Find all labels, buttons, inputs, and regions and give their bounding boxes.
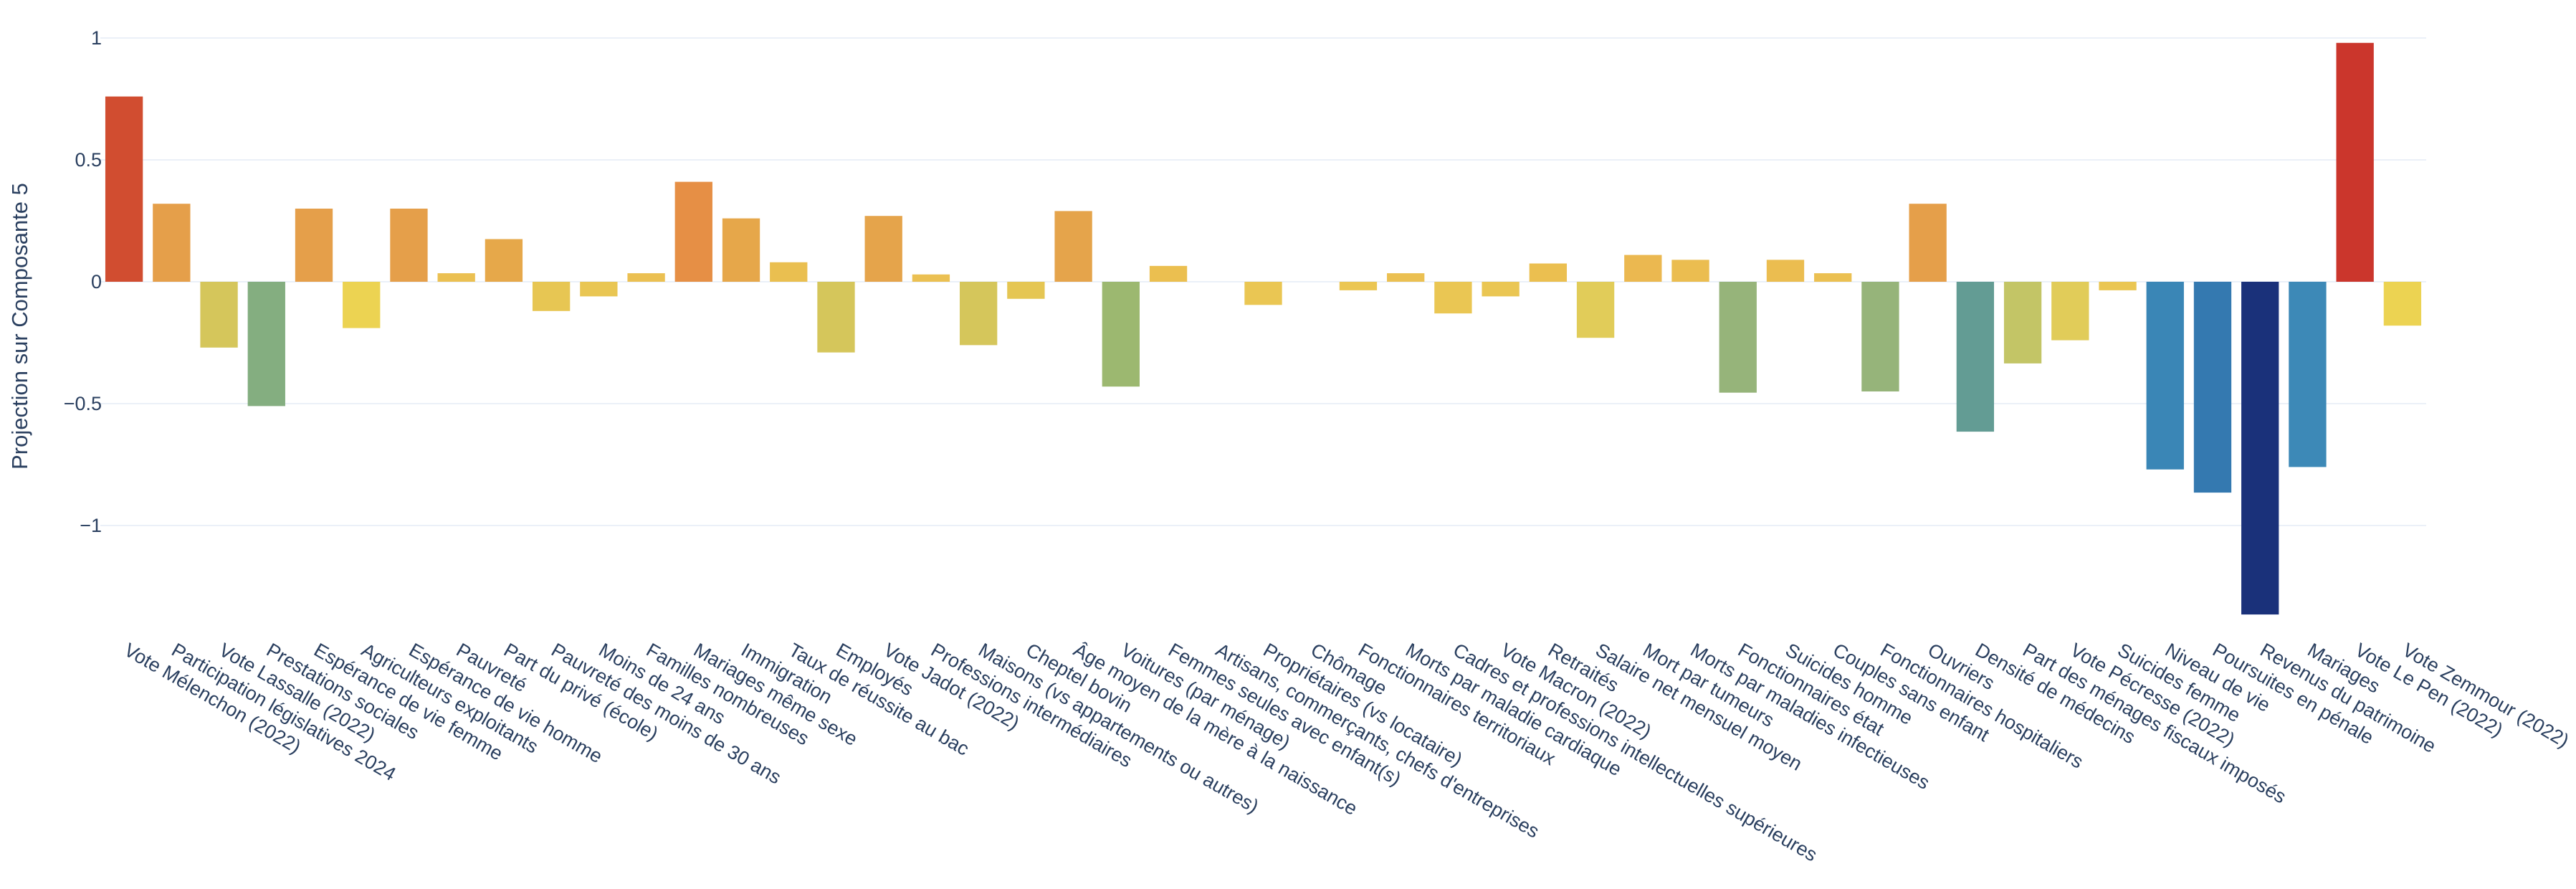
bar xyxy=(864,216,902,282)
bar xyxy=(1007,282,1045,299)
bar xyxy=(580,282,618,297)
bar xyxy=(674,181,712,282)
bar xyxy=(1529,263,1568,282)
y-tick-label: −1 xyxy=(80,515,102,536)
bar xyxy=(2146,282,2184,470)
bar xyxy=(1149,265,1188,282)
bar xyxy=(2383,282,2422,326)
bar xyxy=(1054,211,1092,282)
x-axis-category-labels: Vote Mélenchon (2022)Participation légis… xyxy=(120,638,2572,865)
bar xyxy=(1339,282,1378,290)
bar xyxy=(959,282,998,346)
bar xyxy=(770,262,808,282)
bar xyxy=(1814,273,1852,282)
y-tick-label: 0 xyxy=(91,271,102,293)
bar xyxy=(912,274,950,282)
y-axis-title: Projection sur Composante 5 xyxy=(7,183,32,470)
bar xyxy=(153,204,191,282)
bars xyxy=(105,42,2422,615)
bar xyxy=(1102,282,1140,387)
y-axis-ticks: 1 0.5 0 −0.5 −1 xyxy=(64,27,102,536)
y-tick-label: −0.5 xyxy=(64,393,102,414)
bar xyxy=(1861,282,1899,391)
bar xyxy=(2336,42,2374,282)
bar xyxy=(1719,282,1757,393)
bar xyxy=(1576,282,1615,338)
bar xyxy=(2289,282,2327,467)
bar xyxy=(1244,282,1282,305)
bar xyxy=(2099,282,2137,290)
bar xyxy=(1434,282,1472,314)
bar xyxy=(627,273,665,282)
bar xyxy=(532,282,571,311)
bar xyxy=(247,282,285,407)
bar xyxy=(2051,282,2089,341)
bar xyxy=(1956,282,1995,432)
bar xyxy=(485,239,523,282)
bar xyxy=(105,96,143,282)
y-tick-label: 0.5 xyxy=(75,149,102,171)
y-tick-label: 1 xyxy=(91,27,102,49)
bar xyxy=(2003,282,2042,363)
bar xyxy=(1482,282,1520,297)
bar xyxy=(390,209,428,282)
bar xyxy=(437,273,475,282)
bar xyxy=(817,282,855,353)
bar xyxy=(722,218,760,282)
bar xyxy=(1624,255,1662,282)
bar xyxy=(1909,204,1947,282)
bar xyxy=(343,282,381,328)
bar xyxy=(2241,282,2279,615)
bar xyxy=(2193,282,2232,493)
bar xyxy=(1766,260,1805,282)
bar xyxy=(295,209,333,282)
bar xyxy=(1387,273,1425,282)
bar xyxy=(1671,260,1709,282)
bar xyxy=(200,282,238,348)
